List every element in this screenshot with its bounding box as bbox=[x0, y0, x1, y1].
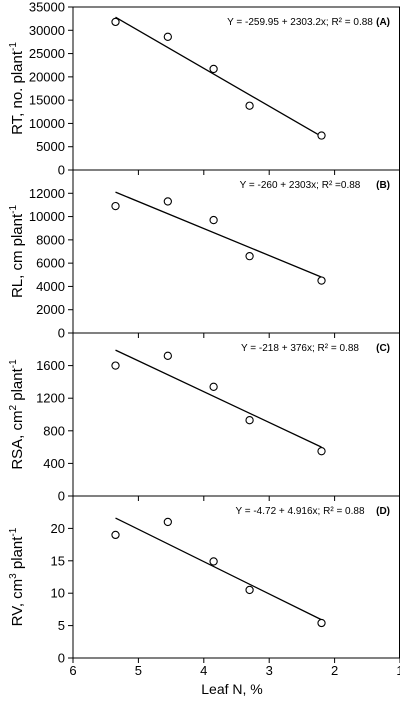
y-tick-label: 800 bbox=[43, 423, 65, 438]
y-tick-label: 10000 bbox=[29, 116, 65, 131]
y-tick-label: 8000 bbox=[36, 232, 65, 247]
equation-label: Y = -260 + 2303x; R² =0.88 bbox=[240, 180, 361, 191]
data-point bbox=[209, 215, 218, 225]
y-tick-label: 0 bbox=[58, 326, 65, 341]
x-tick-label: 2 bbox=[331, 663, 338, 678]
y-tick-label: 15 bbox=[51, 553, 65, 568]
y-axis-label: RT, no. plant-1 bbox=[8, 42, 26, 135]
regression-line bbox=[115, 349, 322, 448]
y-tick-label: 5000 bbox=[36, 139, 65, 154]
data-point bbox=[209, 382, 218, 391]
x-tick-label: 6 bbox=[69, 663, 76, 678]
data-point bbox=[317, 447, 326, 456]
panel-3: 0 5 10 15 20 RV, cm3 plant-1 Y = -4.72 + 4.916… bbox=[8, 495, 400, 666]
x-tick-label: 1 bbox=[396, 663, 400, 678]
y-tick-label: 12000 bbox=[29, 186, 65, 201]
data-point bbox=[163, 517, 172, 527]
y-tick-label: 15000 bbox=[29, 93, 65, 108]
plot-frame bbox=[72, 332, 400, 497]
y-tick-label: 20000 bbox=[29, 69, 65, 84]
panel-label: (A) bbox=[376, 17, 390, 28]
regression-line bbox=[115, 16, 322, 138]
panel-label: (B) bbox=[376, 180, 390, 191]
data-point bbox=[317, 618, 326, 628]
y-tick-label: 0 bbox=[58, 651, 65, 666]
data-point bbox=[163, 351, 172, 360]
data-point bbox=[163, 197, 172, 206]
x-tick-label: 4 bbox=[200, 663, 207, 678]
y-tick-label: 35000 bbox=[29, 0, 65, 15]
y-tick-label: 25000 bbox=[29, 46, 65, 61]
data-point bbox=[111, 361, 120, 370]
regression-line bbox=[115, 191, 322, 278]
data-point bbox=[317, 131, 326, 140]
x-axis-label: Leaf N, % bbox=[201, 681, 262, 697]
data-point bbox=[163, 32, 172, 41]
data-point bbox=[209, 64, 218, 74]
data-point bbox=[245, 252, 254, 261]
y-tick-label: 30000 bbox=[29, 23, 65, 38]
x-tick-label: 5 bbox=[135, 663, 142, 678]
y-axis-label: RSA, cm2 plant-1 bbox=[8, 359, 26, 470]
y-tick-label: 400 bbox=[43, 456, 65, 471]
x-axis: 6 5 4 3 2 1 bbox=[69, 663, 400, 678]
panel-0: 0 5000 10000 15000 20000 25000 30000 35000 RT, n… bbox=[8, 0, 400, 178]
data-point bbox=[317, 276, 326, 285]
data-point bbox=[245, 101, 254, 110]
x-tick-label: 3 bbox=[266, 663, 273, 678]
y-tick-label: 1200 bbox=[36, 391, 65, 406]
panel-label: (D) bbox=[376, 506, 390, 517]
regression-line bbox=[115, 517, 322, 621]
panel-2: 0 400 800 1200 1600 RSA, cm2 plant-1 Y = -218 … bbox=[8, 332, 400, 504]
data-point bbox=[245, 585, 254, 595]
y-tick-label: 1600 bbox=[36, 358, 65, 373]
y-tick-label: 6000 bbox=[36, 256, 65, 271]
data-point bbox=[209, 557, 218, 566]
y-tick-label: 4000 bbox=[36, 279, 65, 294]
equation-label: Y = -4.72 + 4.916x; R² = 0.88 bbox=[235, 506, 365, 517]
panel-label: (C) bbox=[376, 343, 390, 354]
equation-label: Y = -259.95 + 2303.2x; R² = 0.88 bbox=[227, 17, 373, 28]
y-axis-label: RV, cm3 plant-1 bbox=[8, 527, 26, 626]
equation-label: Y = -218 + 376x; R² = 0.88 bbox=[241, 343, 359, 354]
data-point bbox=[245, 416, 254, 425]
data-point bbox=[111, 201, 120, 211]
y-tick-label: 0 bbox=[58, 163, 65, 178]
y-tick-label: 0 bbox=[58, 489, 65, 504]
data-point bbox=[111, 17, 120, 27]
plot-frame bbox=[72, 6, 400, 171]
y-tick-label: 2000 bbox=[36, 302, 65, 317]
y-tick-label: 20 bbox=[51, 521, 65, 536]
y-axis-label: RL, cm plant-1 bbox=[8, 205, 26, 299]
y-tick-label: 10000 bbox=[29, 209, 65, 224]
y-tick-label: 5 bbox=[58, 618, 65, 633]
data-point bbox=[111, 530, 120, 540]
y-tick-label: 10 bbox=[51, 586, 65, 601]
